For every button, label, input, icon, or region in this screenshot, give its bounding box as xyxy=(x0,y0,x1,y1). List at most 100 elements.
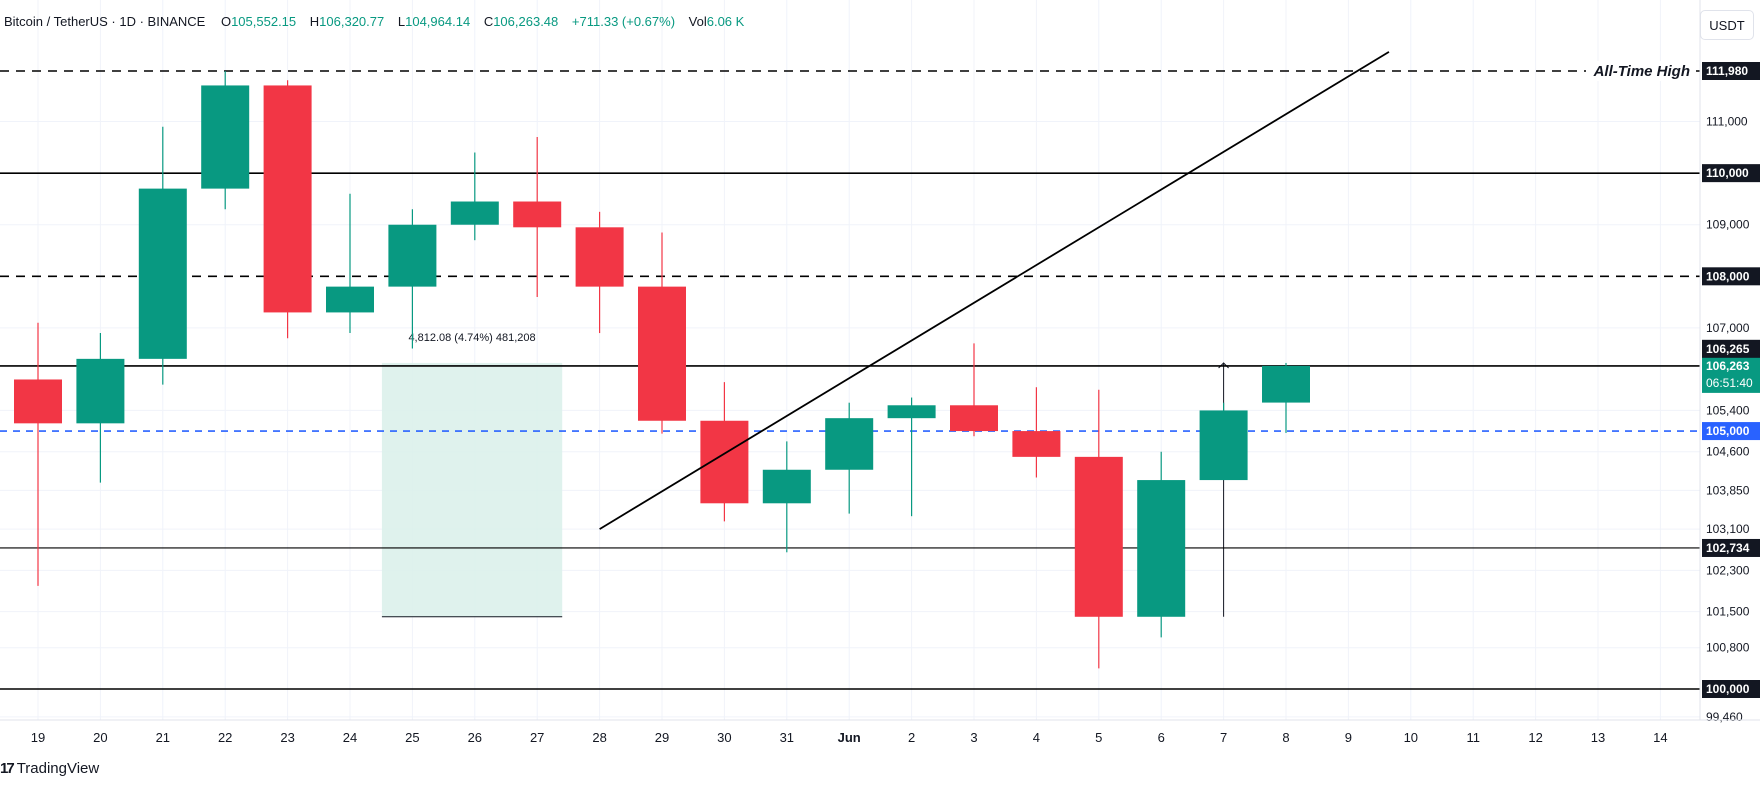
time-tick-label: 26 xyxy=(468,730,482,745)
price-tag-102734: 102,734 xyxy=(1706,541,1750,555)
candle-body xyxy=(76,358,125,424)
time-tick-label: 30 xyxy=(717,730,731,745)
low-label: L xyxy=(397,14,406,29)
price-tag-102734-bg xyxy=(1702,538,1760,557)
candle-body xyxy=(1012,431,1061,457)
close-label: C xyxy=(483,14,494,29)
candle-body xyxy=(201,85,250,189)
time-tick-label: 8 xyxy=(1282,730,1289,745)
price-tag-110000: 110,000 xyxy=(1706,166,1749,180)
countdown-timer: 06:51:40 xyxy=(1706,376,1753,390)
time-tick-label: 3 xyxy=(970,730,977,745)
price-tick-label: 101,500 xyxy=(1706,605,1750,619)
time-tick-label: 22 xyxy=(218,730,232,745)
price-tag-108000-bg xyxy=(1702,267,1760,286)
downtrend-line xyxy=(599,51,1390,530)
close-value: 106,263.48 xyxy=(493,14,559,29)
time-tick-label: 6 xyxy=(1158,730,1165,745)
time-tick-label: 29 xyxy=(655,730,669,745)
candle-body xyxy=(513,201,562,228)
time-tick-label: 19 xyxy=(31,730,45,745)
price-tag-108000: 108,000 xyxy=(1706,269,1750,283)
price-tick-label: 103,100 xyxy=(1706,522,1750,536)
price-tag-111980: 111,980 xyxy=(1706,64,1748,78)
currency-unit-label: USDT xyxy=(1709,17,1745,33)
time-tick-label: 21 xyxy=(156,730,170,745)
time-axis: 19 20 21 22 23 24 25 26 27 28 29 30 31 Jun 2 3 4 5 6 7 8 9 10 1… xyxy=(31,730,1668,745)
high-price-tag-bg xyxy=(1702,339,1760,358)
grid-lines xyxy=(0,0,1700,720)
price-tick-label: 109,000 xyxy=(1706,218,1750,232)
ohlc-legend: Bitcoin / TetherUS · 1D · BINANCE O105,5… xyxy=(4,14,744,29)
time-tick-label: 20 xyxy=(93,730,107,745)
open-value: 105,552.15 xyxy=(231,14,297,29)
time-tick-label: 14 xyxy=(1653,730,1667,745)
price-tag-111980-bg xyxy=(1702,62,1760,80)
price-tag-110000-bg xyxy=(1702,164,1760,183)
time-tick-label: 31 xyxy=(780,730,794,745)
candle-body xyxy=(762,469,811,504)
price-tick-label: 104,600 xyxy=(1706,445,1750,459)
candle-body xyxy=(1262,365,1310,403)
time-tick-label: 11 xyxy=(1466,730,1480,745)
time-tick-label: 10 xyxy=(1404,730,1418,745)
high-value: 106,320.77 xyxy=(319,14,385,29)
time-tick-label: 4 xyxy=(1033,730,1040,745)
candle-body xyxy=(575,227,624,287)
time-tick-label: 2 xyxy=(908,730,915,745)
low-value: 104,964.14 xyxy=(405,14,471,29)
price-tick-label: 102,300 xyxy=(1706,563,1750,577)
price-tick-label: 100,800 xyxy=(1706,641,1750,655)
price-tick-label: 107,000 xyxy=(1706,321,1750,335)
ath-label-bg xyxy=(1586,61,1694,81)
tradingview-logo[interactable]: 17 TradingView xyxy=(0,760,99,777)
candle-body xyxy=(887,405,936,419)
candle-body xyxy=(1074,456,1123,617)
time-tick-label: 5 xyxy=(1095,730,1102,745)
change-value: +711.33 (+0.67%) xyxy=(571,14,676,29)
candle-body xyxy=(388,224,437,287)
time-tick-label: Jun xyxy=(838,730,861,745)
price-tick-label: 103,850 xyxy=(1706,483,1750,497)
high-price-tag: 106,265 xyxy=(1706,342,1750,356)
candle-body xyxy=(638,286,686,421)
price-tick-label: 99,460 xyxy=(1706,710,1743,724)
time-tick-label: 25 xyxy=(405,730,419,745)
time-tick-label: 24 xyxy=(343,730,357,745)
currency-unit-button[interactable]: USDT xyxy=(1700,10,1754,40)
price-axis: 111,000 109,000 107,000 105,400 104,600 103,8… xyxy=(1706,115,1750,724)
time-tick-label: 9 xyxy=(1345,730,1352,745)
price-tick-label: 105,400 xyxy=(1706,403,1750,417)
time-tick-label: 7 xyxy=(1220,730,1227,745)
brand-name: TradingView xyxy=(16,760,100,777)
time-tick-label: 13 xyxy=(1591,730,1605,745)
candle-body xyxy=(700,420,749,504)
candle-body xyxy=(263,85,312,313)
candle-body xyxy=(950,405,998,432)
candle-body xyxy=(1199,410,1248,481)
candle-body xyxy=(825,418,874,470)
volume-label: Vol xyxy=(688,14,707,29)
time-tick-label: 27 xyxy=(530,730,544,745)
candle-body xyxy=(1137,480,1186,617)
ath-annotation: All-Time High xyxy=(1593,63,1690,80)
candles xyxy=(14,71,1310,669)
open-label: O xyxy=(220,14,232,29)
tradingview-logo-icon: 17 xyxy=(0,760,15,777)
time-tick-label: 12 xyxy=(1528,730,1542,745)
candle-body xyxy=(326,286,374,313)
volume-value: 6.06 K xyxy=(706,14,745,29)
price-tag-100000: 100,000 xyxy=(1706,682,1750,696)
price-tag-105000-bg xyxy=(1702,422,1760,441)
time-tick-label: 23 xyxy=(280,730,294,745)
candle-body xyxy=(14,379,62,424)
price-tag-105000: 105,000 xyxy=(1706,424,1750,438)
high-label: H xyxy=(309,14,320,29)
last-price-tag: 106,263 xyxy=(1706,359,1750,373)
candle-body xyxy=(450,201,499,225)
last-price-tag-bg xyxy=(1702,356,1760,393)
candle-body xyxy=(138,188,187,359)
price-tick-label: 111,000 xyxy=(1706,115,1748,129)
measure-label: 4,812.08 (4.74%) 481,208 xyxy=(408,332,535,344)
